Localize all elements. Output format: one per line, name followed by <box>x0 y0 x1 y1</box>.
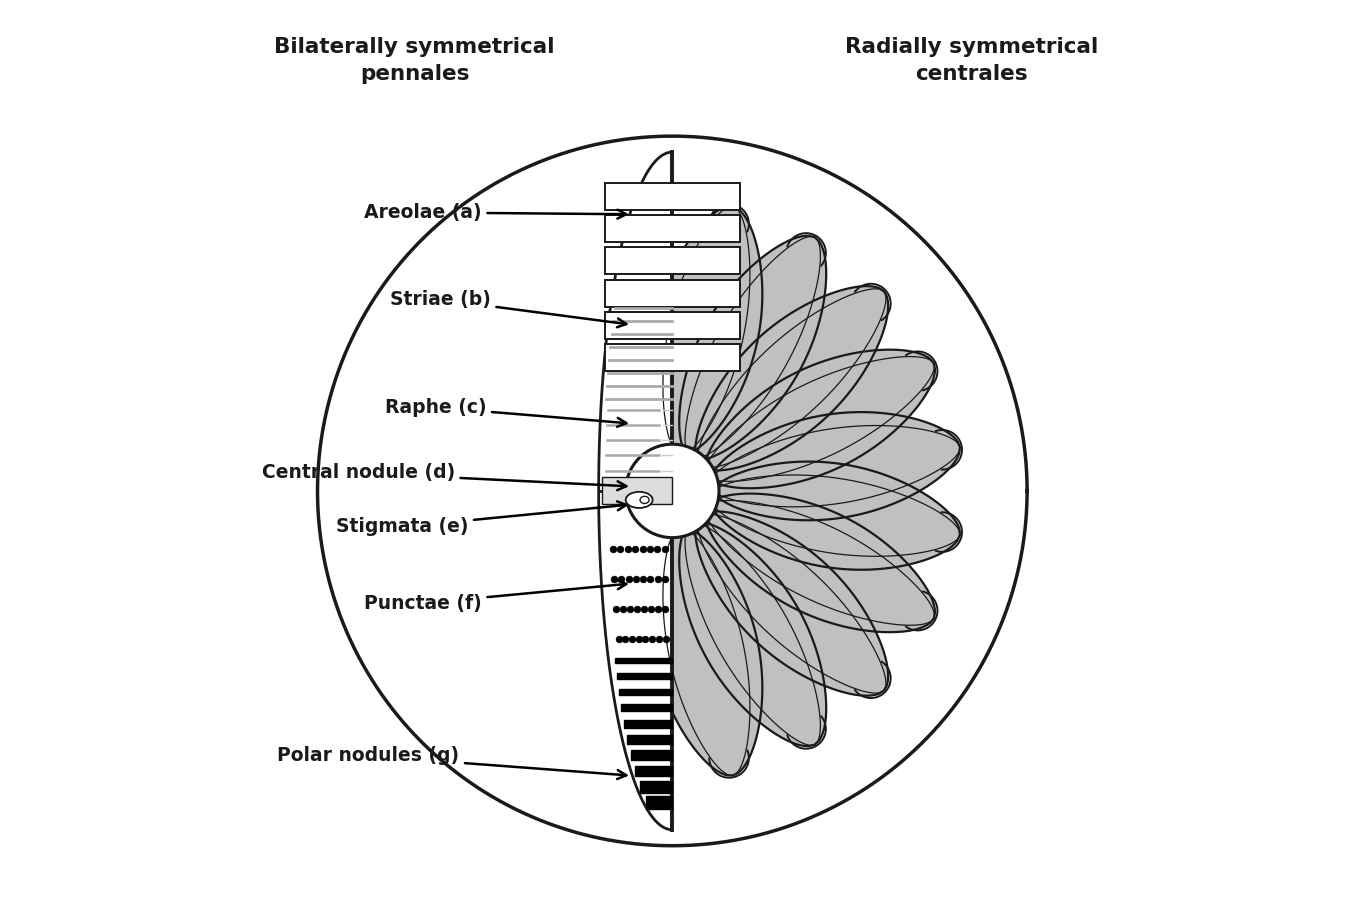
Polygon shape <box>695 512 888 696</box>
Text: Punctae (f): Punctae (f) <box>364 580 626 613</box>
Polygon shape <box>621 705 672 712</box>
Polygon shape <box>614 658 672 662</box>
Bar <box>602 478 672 505</box>
Polygon shape <box>651 206 763 454</box>
Polygon shape <box>705 494 936 633</box>
Text: Central nodule (d): Central nodule (d) <box>262 463 626 490</box>
Ellipse shape <box>640 496 649 504</box>
Bar <box>605 215 740 241</box>
Text: Striae (b): Striae (b) <box>390 290 626 327</box>
Bar <box>605 247 740 274</box>
Polygon shape <box>709 461 960 569</box>
Text: Polar nodules (g): Polar nodules (g) <box>277 746 626 779</box>
Polygon shape <box>651 527 763 776</box>
Polygon shape <box>624 720 672 728</box>
Polygon shape <box>634 766 672 777</box>
Polygon shape <box>695 287 888 470</box>
Bar <box>605 312 740 339</box>
Bar <box>605 344 740 371</box>
Polygon shape <box>617 673 672 678</box>
Polygon shape <box>679 522 826 746</box>
Bar <box>605 183 740 210</box>
Polygon shape <box>647 796 672 809</box>
Text: Stigmata (e): Stigmata (e) <box>336 501 626 536</box>
Bar <box>605 279 740 306</box>
Polygon shape <box>705 350 936 488</box>
Ellipse shape <box>625 492 652 508</box>
Polygon shape <box>640 781 672 793</box>
Polygon shape <box>679 236 826 460</box>
Circle shape <box>625 444 720 538</box>
Text: Areolae (a): Areolae (a) <box>364 203 626 222</box>
Polygon shape <box>618 689 672 695</box>
Polygon shape <box>709 412 960 520</box>
Polygon shape <box>598 152 672 830</box>
Polygon shape <box>628 735 672 744</box>
Text: Bilaterally symmetrical
pennales: Bilaterally symmetrical pennales <box>274 37 555 84</box>
Polygon shape <box>630 751 672 760</box>
Text: Raphe (c): Raphe (c) <box>385 398 626 427</box>
Text: Radially symmetrical
centrales: Radially symmetrical centrales <box>845 37 1098 84</box>
